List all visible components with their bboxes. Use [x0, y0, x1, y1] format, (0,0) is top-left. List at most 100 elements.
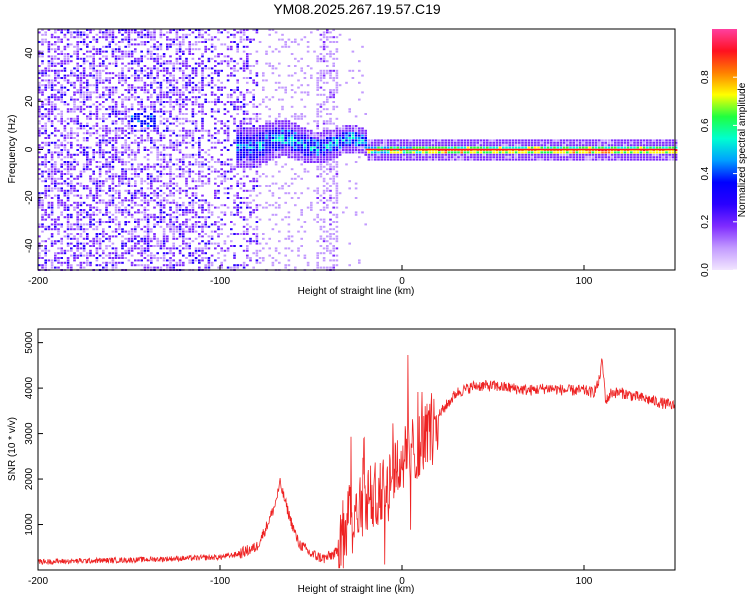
spectrogram-cell — [300, 132, 303, 135]
spectrogram-cell — [121, 242, 124, 245]
spectrogram-cell — [156, 139, 159, 142]
spectrogram-cell — [118, 194, 121, 197]
spectrogram-cell — [249, 129, 252, 132]
spectrogram-cell — [393, 158, 396, 161]
spectrogram-cell — [214, 117, 217, 120]
spectrogram-cell — [127, 189, 131, 192]
spectrogram-cell — [242, 216, 246, 219]
spectrogram-cell — [322, 69, 326, 72]
spectrogram-cell — [226, 170, 230, 173]
spectrogram-cell — [316, 264, 319, 267]
spectrogram-cell — [361, 211, 364, 214]
spectrogram-cell — [252, 165, 255, 168]
spectrogram-cell — [182, 79, 185, 82]
spectrogram-cell — [111, 235, 115, 238]
spectrogram-cell — [278, 98, 281, 101]
spectrogram-cell — [242, 230, 246, 233]
spectrogram-cell — [194, 247, 198, 250]
spectrogram-cell — [319, 134, 323, 137]
spectrogram-cell — [233, 213, 236, 216]
spectrogram-cell — [297, 127, 300, 130]
spectrogram-cell — [121, 53, 124, 55]
spectrogram-cell — [258, 103, 262, 106]
spectrogram-cell — [172, 177, 175, 180]
spectrogram-cell — [297, 129, 300, 132]
spectrogram-cell — [217, 31, 220, 34]
spectrogram-cell — [118, 29, 121, 31]
spectrogram-cell — [137, 259, 140, 262]
spectrogram-cell — [194, 161, 198, 163]
spectrogram-cell — [38, 31, 41, 34]
spectrogram-cell — [146, 259, 150, 262]
spectrogram-cell — [47, 45, 51, 48]
spectrogram-cell — [130, 233, 134, 235]
spectrogram-cell — [198, 41, 201, 43]
spectrogram-cell — [319, 151, 323, 154]
spectrogram-cell — [140, 43, 143, 46]
spectrogram-cell — [303, 141, 307, 144]
spectrogram-cell — [322, 185, 326, 187]
spectrogram-cell — [335, 264, 339, 267]
spectrogram-cell — [418, 139, 422, 142]
spectrogram-cell — [79, 127, 83, 130]
spectrogram-cell — [47, 103, 51, 106]
spectrogram-cell — [278, 74, 281, 77]
spectrogram-cell — [130, 254, 134, 257]
spectrogram-cell — [271, 50, 275, 53]
spectrogram-cell — [367, 141, 371, 144]
spectrogram-cell — [479, 144, 483, 147]
spectrogram-cell — [278, 156, 281, 159]
spectrogram-cell — [175, 81, 179, 84]
spectrogram-cell — [271, 144, 275, 147]
spectrogram-cell — [284, 139, 287, 142]
spectrogram-cell — [127, 36, 131, 39]
spectrogram-cell — [204, 199, 207, 202]
spectrogram-cell — [201, 41, 204, 43]
spectrogram-cell — [73, 36, 76, 39]
spectrogram-cell — [38, 72, 41, 75]
spectrogram-cell — [76, 242, 79, 245]
spectrogram-cell — [111, 259, 115, 262]
spectrogram-cell — [207, 134, 211, 137]
spectrogram-cell — [198, 33, 201, 36]
spectrogram-cell — [262, 237, 265, 240]
spectrogram-cell — [185, 182, 188, 185]
spectrogram-cell — [230, 60, 233, 63]
spectrogram-cell — [172, 69, 175, 72]
spectrogram-cell — [217, 132, 220, 135]
spectrogram-cell — [297, 249, 300, 252]
spectrogram-cell — [242, 103, 246, 106]
spectrogram-cell — [44, 33, 47, 36]
spectrogram-cell — [105, 173, 108, 175]
spectrogram-cell — [316, 86, 319, 89]
spectrogram-cell — [66, 259, 70, 262]
spectrogram-cell — [246, 81, 249, 84]
spectrogram-cell — [156, 180, 159, 183]
spectrogram-cell — [262, 158, 265, 161]
spectrogram-cell — [310, 149, 313, 151]
spectrogram-cell — [390, 144, 393, 147]
spectrogram-cell — [73, 185, 76, 187]
spectrogram-cell — [137, 163, 140, 166]
spectrogram-cell — [198, 137, 201, 139]
spectrogram-cell — [54, 144, 57, 147]
spectrogram-cell — [57, 247, 60, 250]
spectrogram-cell — [207, 149, 211, 151]
spectrogram-cell — [54, 41, 57, 43]
spectrogram-cell — [332, 168, 335, 171]
spectrogram-cell — [297, 156, 300, 159]
spectrogram-cell — [300, 141, 303, 144]
spectrogram-cell — [294, 122, 297, 125]
spectrogram-cell — [198, 129, 201, 132]
spectrogram-cell — [118, 225, 121, 228]
spectrogram-cell — [162, 247, 166, 250]
spectrogram-cell — [236, 141, 239, 144]
spectrogram-cell — [284, 122, 287, 125]
spectrogram-cell — [86, 216, 89, 219]
spectrogram-cell — [95, 79, 99, 82]
spectrogram-cell — [140, 240, 143, 243]
spectrogram-cell — [50, 187, 54, 190]
spectrogram-cell — [191, 72, 195, 75]
spectrogram-cell — [338, 149, 342, 151]
spectrogram-cell — [118, 206, 121, 209]
